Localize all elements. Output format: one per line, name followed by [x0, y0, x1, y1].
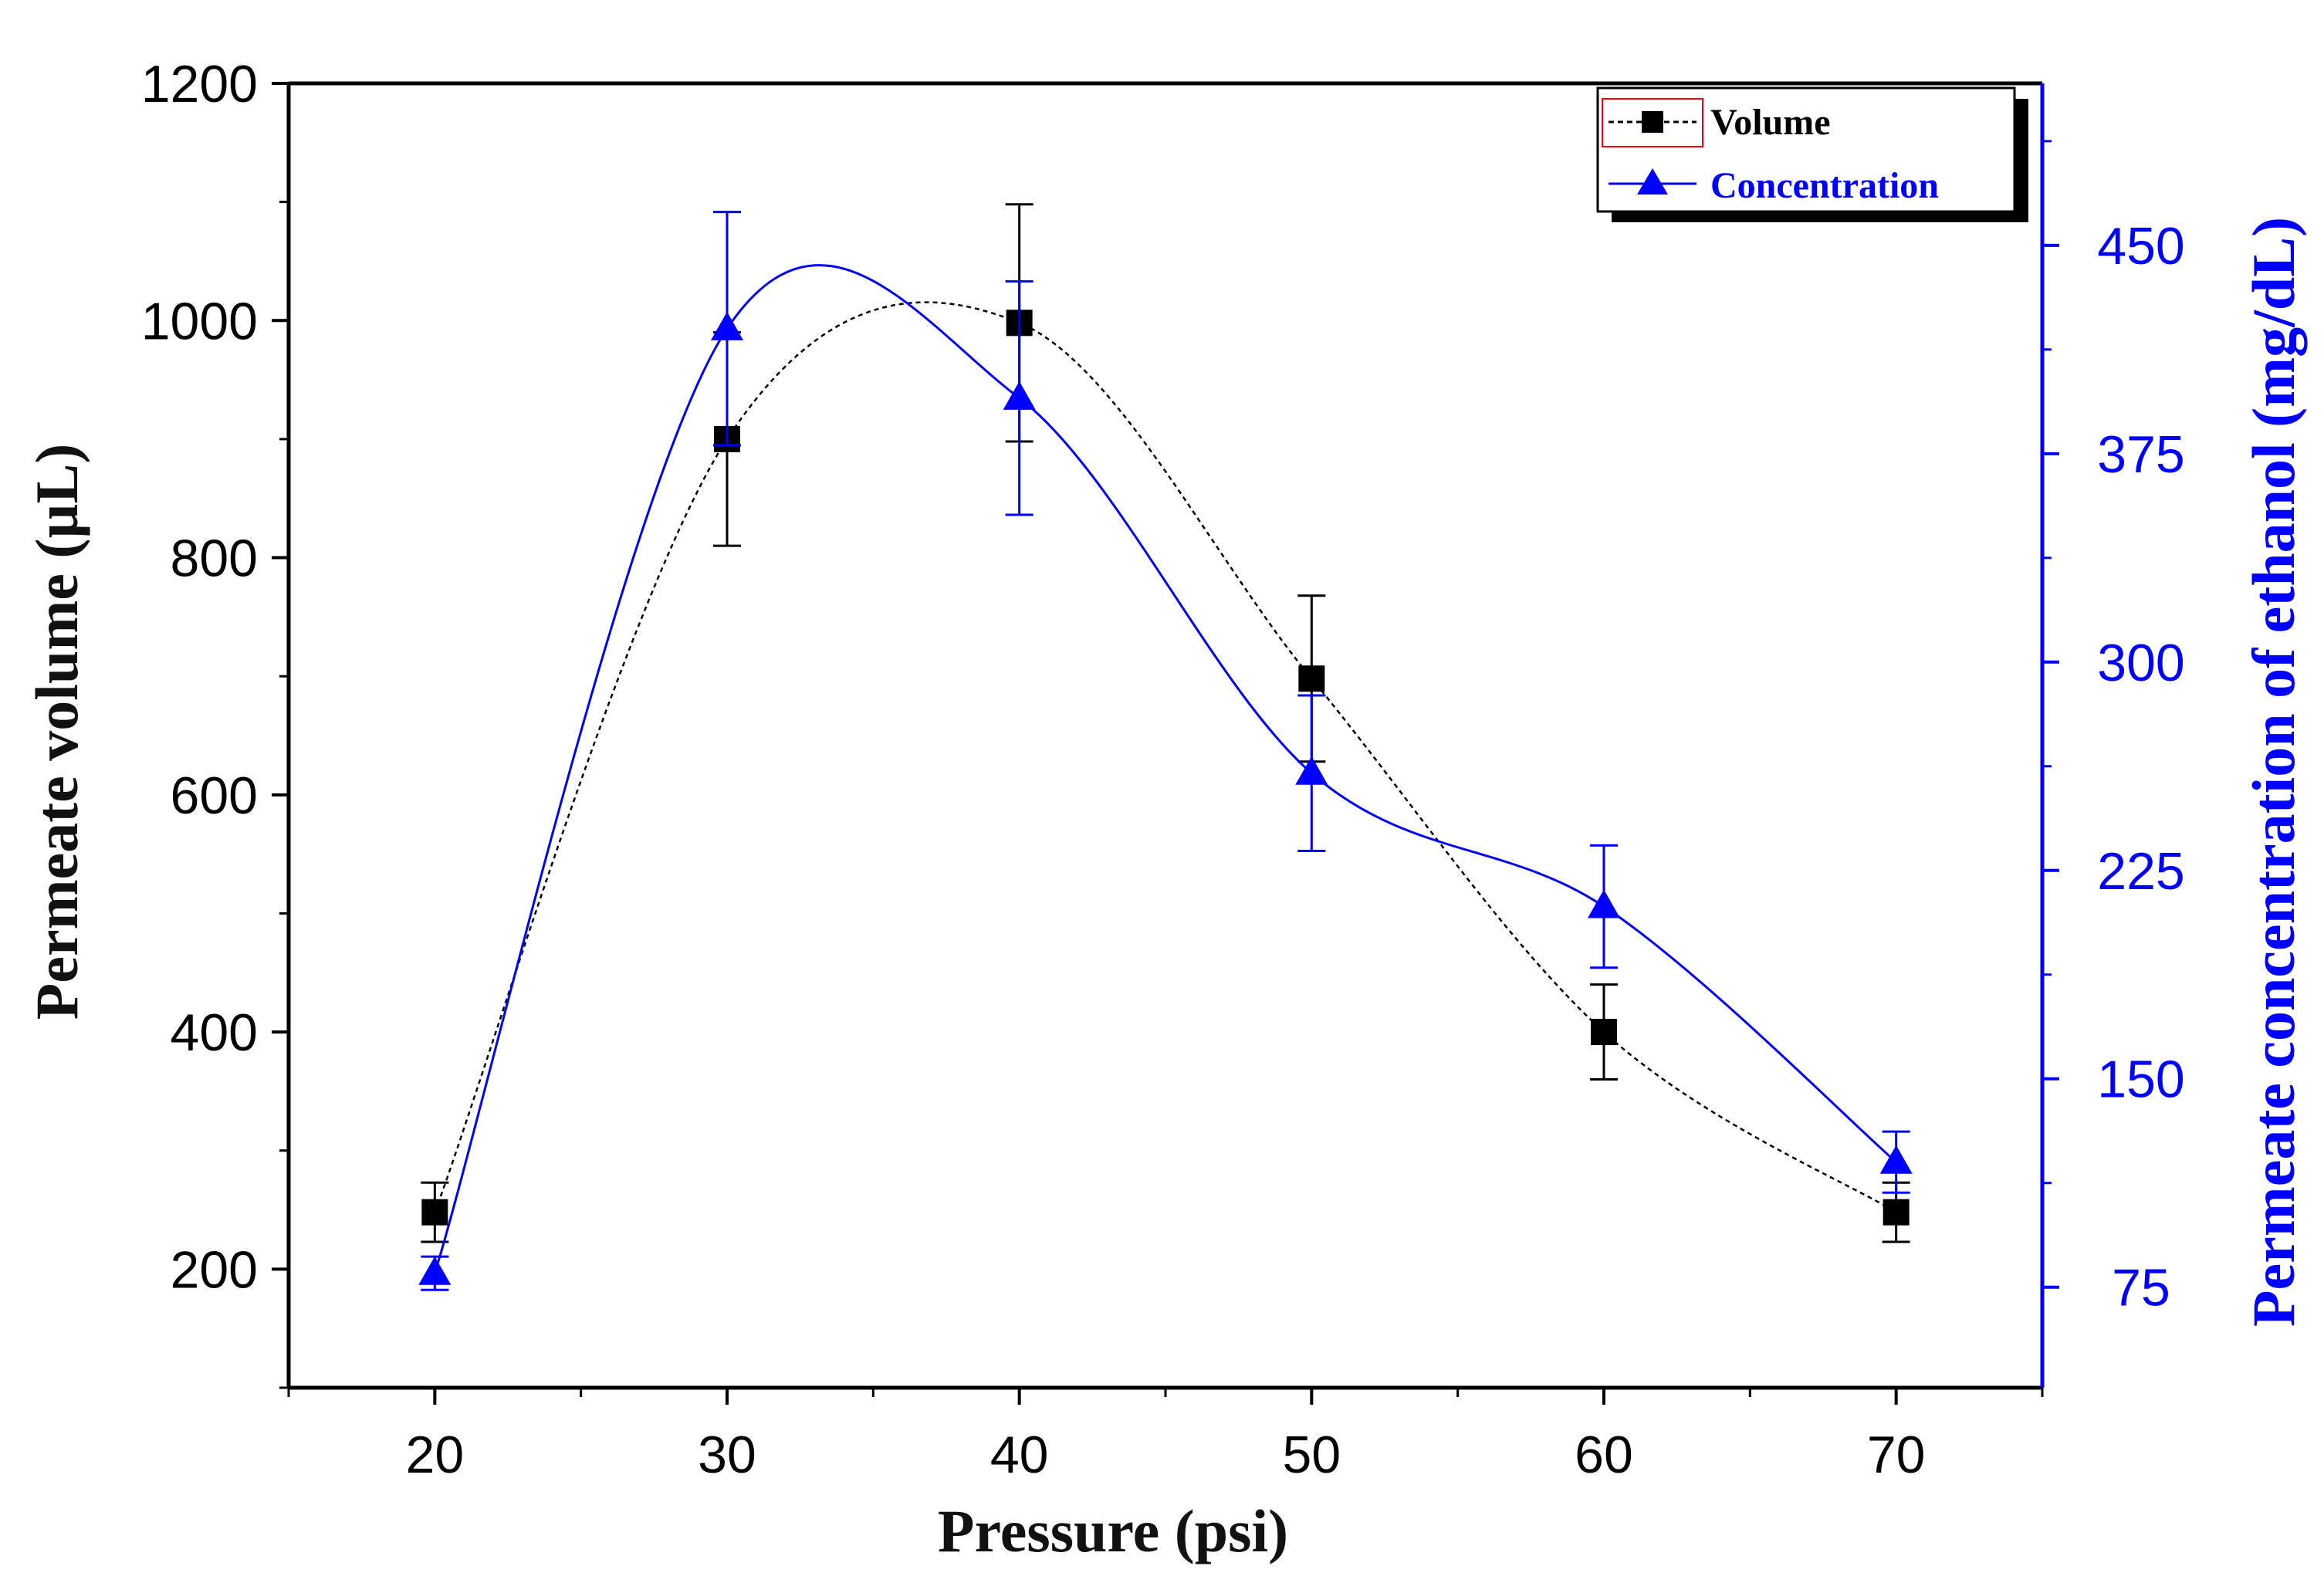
data-point-volume [1298, 665, 1325, 692]
y2-tick-label: 450 [2097, 217, 2184, 276]
data-point-concentration [1295, 756, 1328, 785]
legend-volume-label: Volume [1710, 102, 1831, 143]
left-y-axis-title: Permeate volume (µL) [23, 444, 90, 1020]
right-y-axis-title: Permeate concentration of ethanol (mg/dL… [2240, 217, 2307, 1327]
x-tick-label: 70 [1867, 1426, 1926, 1484]
y-tick-label: 1200 [141, 55, 258, 113]
legend: Volume Concentration [1596, 86, 2028, 222]
x-tick-label: 20 [406, 1426, 465, 1484]
y-tick-label: 400 [171, 1003, 258, 1062]
x-tick-label: 30 [698, 1426, 756, 1484]
series-line-volume [434, 301, 1897, 1213]
series-line-concentration [433, 264, 1897, 1274]
legend-concentration-marker [1637, 168, 1668, 194]
right-y-axis-ticks: 75 150 225 300 375 450 [2042, 140, 2185, 1317]
x-axis-title: Pressure (psi) [938, 1497, 1288, 1564]
x-tick-label: 60 [1575, 1426, 1633, 1484]
legend-item-volume: Volume [1602, 98, 1831, 147]
x-axis-ticks: 20 30 40 50 60 70 [287, 1388, 2044, 1484]
y2-tick-label: 150 [2097, 1050, 2184, 1109]
y-tick-label: 800 [171, 529, 258, 588]
data-point-volume [1883, 1199, 1910, 1226]
legend-concentration-label: Concentration [1710, 165, 1939, 206]
left-y-axis-ticks: 200 400 600 800 1000 1200 [141, 55, 289, 1389]
legend-item-concentration: Concentration [1609, 165, 1939, 206]
x-tick-label: 40 [990, 1426, 1049, 1484]
y2-tick-label: 225 [2097, 842, 2184, 901]
series-volume [421, 203, 1910, 1243]
y2-tick-label: 375 [2097, 425, 2184, 484]
y2-tick-label: 75 [2112, 1259, 2170, 1317]
x-tick-label: 50 [1283, 1426, 1341, 1484]
data-point-concentration [1588, 889, 1620, 918]
legend-box [1596, 86, 2016, 213]
legend-volume-marker [1642, 111, 1663, 133]
y-tick-label: 200 [171, 1240, 258, 1299]
series-concentration [418, 211, 1913, 1291]
legend-selection-box [1602, 98, 1703, 147]
y-tick-label: 1000 [141, 292, 258, 350]
plot-area [418, 203, 1913, 1291]
data-point-concentration [1003, 381, 1036, 410]
y-tick-label: 600 [171, 766, 258, 825]
y2-tick-label: 300 [2097, 634, 2184, 692]
data-point-concentration [711, 311, 743, 340]
data-point-concentration [418, 1256, 452, 1285]
data-point-volume [421, 1199, 448, 1226]
axes-frame [286, 81, 2045, 1390]
data-point-concentration [1879, 1145, 1913, 1174]
data-point-volume [1591, 1019, 1617, 1046]
